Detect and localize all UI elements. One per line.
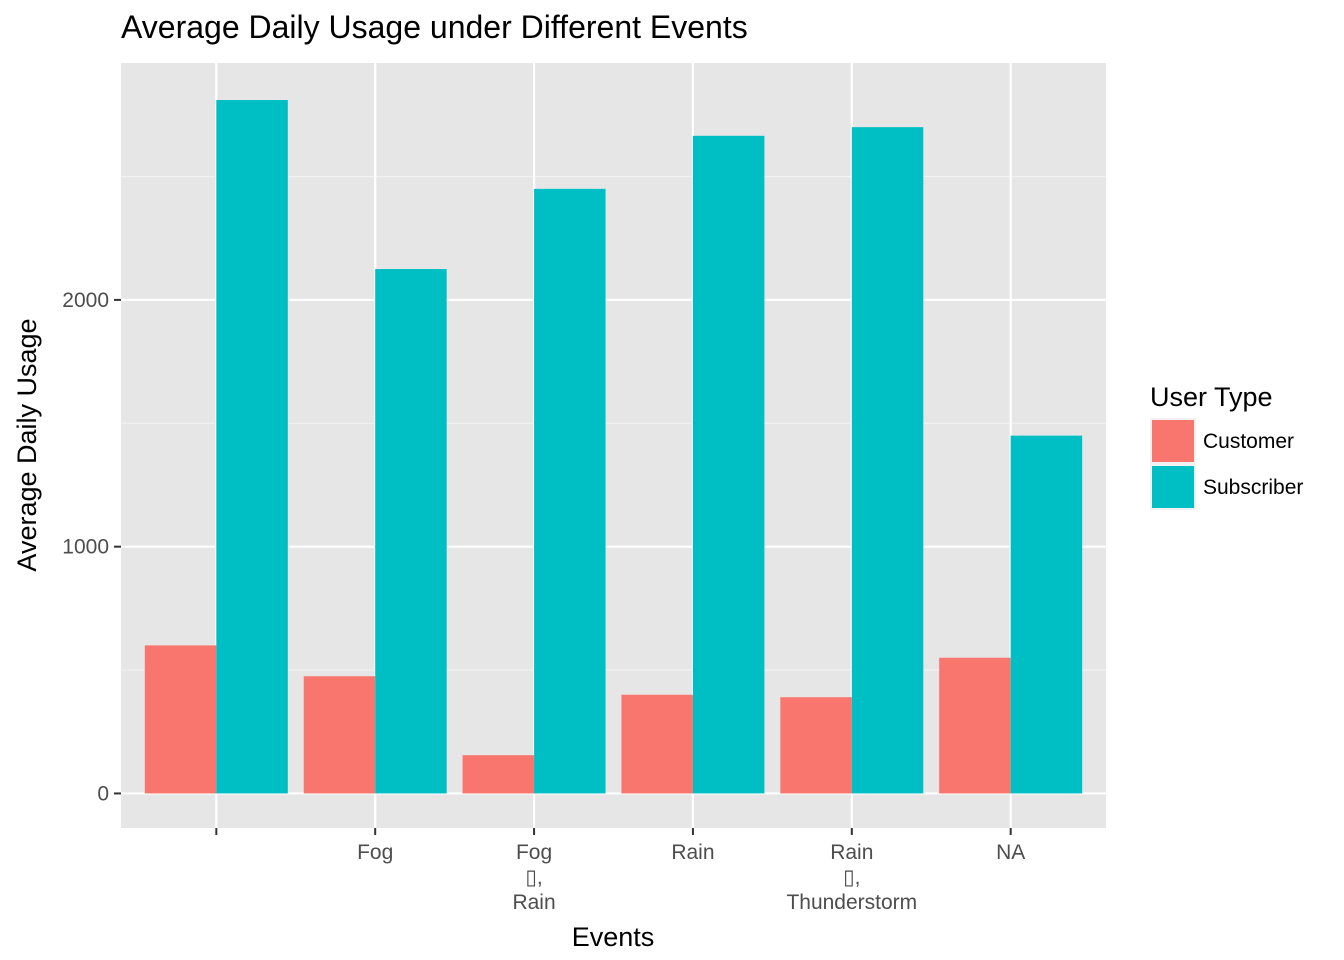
x-tick-label: Fog: [516, 841, 552, 864]
x-tick-label: Rain: [671, 841, 714, 864]
x-tick-label: NA: [996, 841, 1025, 864]
bar-subscriber: [1010, 435, 1083, 794]
bar-customer: [939, 657, 1011, 794]
x-axis-title: Events: [572, 922, 655, 952]
bar-customer: [621, 694, 693, 794]
bar-subscriber: [216, 100, 288, 794]
bar-subscriber: [534, 188, 606, 794]
legend-label: Subscriber: [1203, 476, 1303, 499]
y-tick-label: 1000: [62, 536, 109, 559]
y-tick-label: 2000: [62, 289, 109, 312]
y-tick-label: 0: [97, 782, 109, 805]
legend-title: User Type: [1150, 382, 1273, 412]
legend-swatch-subscriber: [1152, 466, 1194, 508]
legend-swatch-customer: [1152, 420, 1194, 462]
bar-customer: [780, 697, 852, 794]
bar-customer: [303, 676, 376, 794]
x-tick-label: Fog: [357, 841, 393, 864]
bar-customer: [144, 645, 217, 794]
bar-subscriber: [692, 135, 765, 794]
x-tick-label: Thunderstorm: [786, 891, 917, 914]
legend-label: Customer: [1203, 430, 1294, 453]
y-axis: 0 1000 2000: [62, 289, 121, 805]
bar-customer: [462, 755, 535, 794]
bar-subscriber: [851, 127, 924, 794]
x-tick-label: Rain: [830, 841, 873, 864]
chart-title: Average Daily Usage under Different Even…: [121, 9, 748, 45]
x-tick-label: Rain: [512, 891, 555, 914]
legend: User Type Customer Subscriber: [1150, 382, 1303, 510]
bar-subscriber: [375, 269, 447, 794]
x-tick-label: ▯,: [843, 866, 860, 889]
x-tick-label: ▯,: [525, 866, 542, 889]
bars: [144, 100, 1083, 794]
y-axis-title: Average Daily Usage: [12, 318, 42, 571]
